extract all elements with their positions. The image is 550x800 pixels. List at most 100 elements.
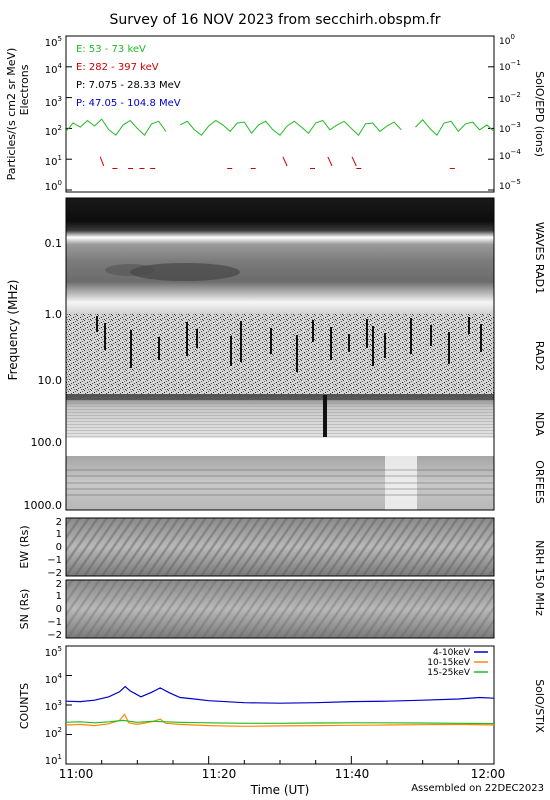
epd-series-1-segment-10 — [351, 156, 357, 167]
figure-title: Survey of 16 NOV 2023 from secchirh.obsp… — [109, 12, 440, 28]
rad2-burst-16 — [410, 318, 412, 354]
nrh-ew-tick-2: 2 — [56, 517, 62, 528]
rad1-burst — [130, 263, 240, 281]
epd-left-tick-0: 100 — [45, 179, 62, 193]
stix-right-label: SolO/STIX — [533, 679, 546, 733]
time-axis-label: Time (UT) — [250, 783, 310, 797]
nrh-sn-tick-2: 2 — [56, 579, 62, 590]
rad2-burst-20 — [480, 324, 482, 352]
epd-series-0-segment-0 — [65, 118, 167, 136]
radio-tick-3: 100.0 — [31, 436, 63, 449]
epd-right-tick-m1: 10−1 — [499, 59, 521, 73]
rad2-burst-1 — [104, 323, 106, 350]
stix-frame — [65, 645, 495, 765]
nda-burst — [323, 395, 327, 437]
rad2-burst-13 — [366, 319, 368, 348]
radio-ylabel: Frequency (MHz) — [6, 280, 20, 381]
epd-left-tick-2: 102 — [45, 124, 62, 138]
stix-tick-marks — [66, 645, 72, 765]
epd-series-1-segment-7 — [282, 156, 288, 167]
rad2-burst-12 — [348, 334, 350, 352]
nrh-sn-tick-1: 1 — [56, 591, 62, 602]
nrh-sn-tick-m1: −1 — [47, 617, 62, 628]
epd-left-tick-3: 103 — [45, 95, 62, 109]
stix-panel: 4-10keV 10-15keV 15-25keV 105 104 103 10… — [18, 645, 546, 767]
nrh-sn-panel: 2 1 0 −1 −2 SN (Rs) — [18, 579, 495, 641]
epd-left-tick-4: 104 — [45, 62, 63, 76]
nrh-ew-texture — [66, 518, 494, 576]
nrh-ew-frame — [65, 517, 495, 577]
orfees-lines — [66, 469, 494, 496]
rad2-burst-15 — [384, 333, 386, 358]
nrh-ew-tick-0: 0 — [56, 542, 62, 553]
stix-tick-1: 101 — [45, 753, 62, 767]
epd-series-0-segment-1 — [179, 119, 402, 136]
rad1-burst-2 — [105, 264, 155, 276]
epd-panel: E: 53 - 73 keV E: 282 - 397 keV P: 7.075… — [5, 33, 546, 193]
stix-series-2 — [65, 719, 495, 725]
nda-texture — [66, 394, 494, 438]
nrh-ew-tick-m1: −1 — [47, 555, 62, 566]
rad2-burst-17 — [430, 325, 432, 346]
rad2-burst-8 — [270, 328, 272, 354]
stix-tick-4: 104 — [45, 672, 63, 686]
epd-series-1-segment-9 — [327, 156, 333, 167]
time-tick-0: 11:00 — [59, 767, 94, 781]
stix-tick-2: 102 — [45, 726, 62, 740]
rad2-type-iii-bursts — [96, 316, 482, 372]
assembled-footer: Assembled on 22DEC2023 — [411, 783, 544, 794]
nrh-sn-tick-0: 0 — [56, 604, 62, 615]
stix-legend-1: 10-15keV — [427, 658, 471, 668]
epd-legend-1: E: 282 - 397 keV — [76, 62, 159, 73]
stix-tick-5: 105 — [45, 645, 62, 659]
epd-legend: E: 53 - 73 keV E: 282 - 397 keV P: 7.075… — [76, 44, 181, 109]
epd-right-tick-m3: 10−3 — [499, 121, 521, 135]
nrh-sn-tick-m2: −2 — [47, 630, 62, 641]
epd-series-0-segment-2 — [415, 119, 495, 136]
rad2-burst-10 — [312, 320, 314, 342]
instrument-label-orfees: ORFEES — [533, 460, 546, 504]
nrh-sn-ylabel: SN (Rs) — [18, 589, 31, 630]
nrh-sn-frame — [65, 579, 495, 639]
time-tick-3: 12:00 — [471, 767, 506, 781]
rad2-burst-9 — [296, 335, 298, 372]
rad2-burst-14 — [372, 326, 374, 366]
nrh-sn-texture — [66, 580, 494, 638]
stix-series — [65, 685, 495, 727]
rad2-burst-11 — [330, 327, 332, 360]
epd-legend-2: P: 7.075 - 28.33 MeV — [76, 80, 181, 91]
instrument-label-nda: NDA — [533, 412, 546, 437]
nrh-ew-ylabel: EW (Rs) — [18, 525, 31, 568]
epd-right-tick-m4: 10−4 — [499, 148, 521, 162]
nrh-ew-tick-1: 1 — [56, 529, 62, 540]
stix-legend-2: 15-25keV — [427, 668, 471, 678]
radio-frame — [65, 197, 495, 511]
epd-series-1-segment-0 — [99, 156, 105, 167]
epd-series — [65, 118, 495, 169]
epd-left-tick-1: 101 — [45, 154, 62, 168]
epd-legend-3: P: 47.05 - 104.8 MeV — [76, 98, 181, 109]
epd-right-tick-m5: 10−5 — [499, 178, 521, 192]
rad2-burst-7 — [240, 321, 242, 362]
stix-tick-3: 103 — [45, 699, 62, 713]
nda-dark-band — [66, 394, 494, 400]
rad2-burst-4 — [186, 322, 188, 356]
time-tick-2: 11:40 — [335, 767, 370, 781]
epd-legend-0: E: 53 - 73 keV — [76, 44, 146, 55]
time-axis-ticks — [65, 756, 495, 764]
rad2-burst-3 — [158, 337, 160, 360]
epd-right-tick-0: 100 — [499, 33, 515, 47]
nrh-ew-panel: 2 1 0 −1 −2 EW (Rs) — [18, 517, 495, 579]
instrument-label-rad2: RAD2 — [533, 341, 546, 371]
rad2-burst-19 — [468, 317, 470, 334]
rad2-image — [66, 314, 494, 394]
epd-right-label: SolO/EPD (ions) — [533, 71, 546, 157]
time-tick-1: 11:20 — [202, 767, 237, 781]
rad2-burst-2 — [130, 330, 132, 368]
radio-tick-0: 0.1 — [45, 237, 63, 250]
rad1-image — [66, 198, 494, 314]
stix-series-0 — [65, 685, 495, 704]
epd-right-tick-m2: 10−2 — [499, 91, 521, 105]
epd-ylabel: Particles/(s cm2 sr MeV) — [5, 48, 18, 181]
